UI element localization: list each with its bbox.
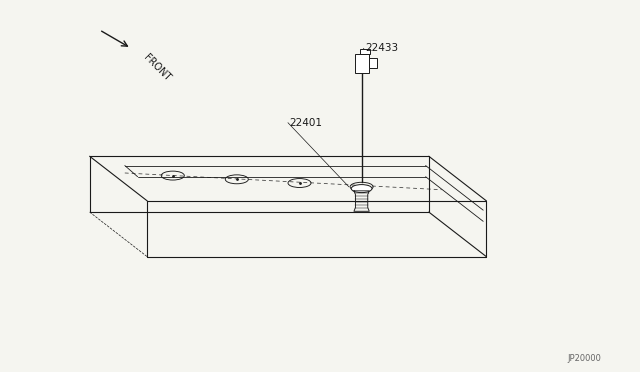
Bar [360, 49, 370, 54]
Text: FRONT: FRONT [142, 53, 173, 83]
Text: 22401: 22401 [289, 118, 323, 128]
Ellipse shape [351, 185, 372, 193]
Bar [369, 58, 378, 68]
Text: JP20000: JP20000 [568, 354, 602, 363]
Bar [355, 54, 369, 73]
Text: 22433: 22433 [365, 44, 398, 53]
